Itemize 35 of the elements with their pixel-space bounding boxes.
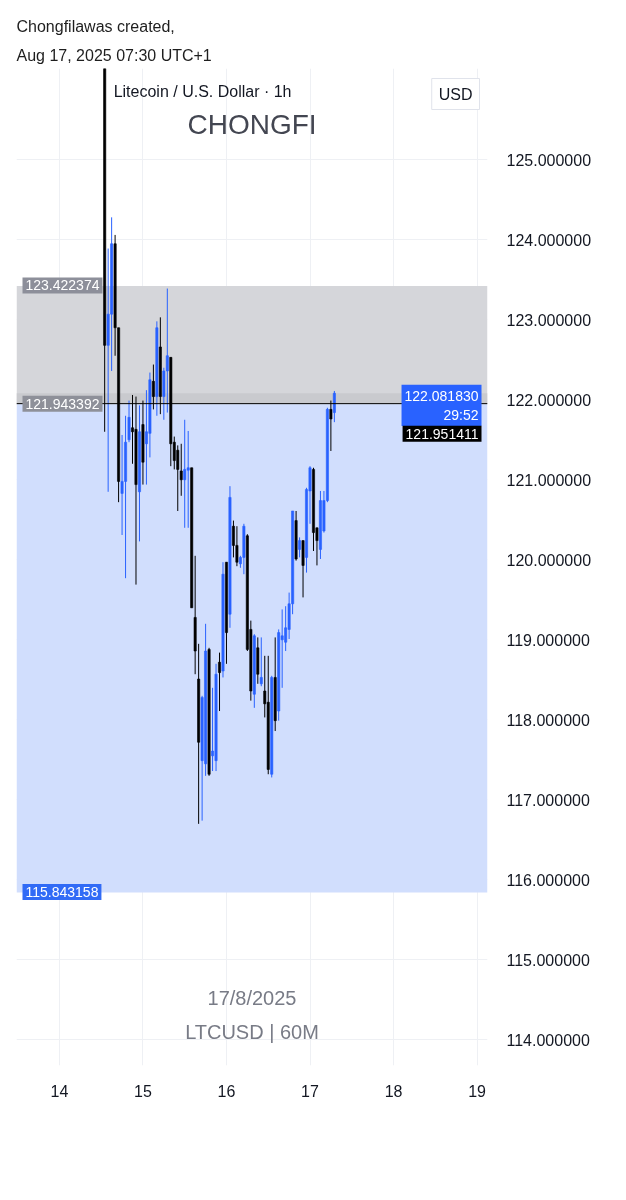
- candlestick: [298, 536, 301, 558]
- band-label: 123.422374: [25, 277, 100, 294]
- y-tick-label: 117.000000: [506, 791, 590, 809]
- x-tick-label: 17: [301, 1082, 319, 1100]
- candlestick: [332, 390, 336, 423]
- annotation: LTCUSD | 60M: [185, 1020, 319, 1043]
- text: 122.081830 29:52: [404, 387, 479, 423]
- x-tick-label: 14: [50, 1082, 69, 1100]
- x-tick-label: 18: [384, 1082, 403, 1100]
- candlestick: [218, 652, 221, 712]
- y-axis-title: USD: [438, 85, 473, 103]
- y-tick-label: 119.000000: [506, 631, 590, 649]
- candlestick: [165, 288, 169, 414]
- y-tick-label: 115.000000: [506, 951, 590, 969]
- y-tick-label: 116.000000: [506, 871, 590, 889]
- y-tick-label: 121.000000: [506, 471, 592, 489]
- x-tick-label: 16: [217, 1082, 236, 1100]
- y-tick-label: 125.000000: [506, 151, 592, 169]
- text: Chongfilawas created,: [16, 17, 175, 35]
- x-tick-label: 15: [134, 1082, 152, 1100]
- y-tick-label: 123.000000: [506, 311, 592, 329]
- text: Aug 17, 2025 07:30 UTC+1: [16, 46, 212, 64]
- y-tick-label: 122.000000: [506, 391, 592, 409]
- annotation: 17/8/2025: [207, 986, 297, 1009]
- y-tick-label: 120.000000: [506, 551, 592, 569]
- band-label: 121.943392: [25, 395, 100, 412]
- ref-line-label: 121.951411: [405, 425, 479, 442]
- annotation: CHONGFI: [187, 108, 317, 140]
- y-tick-label: 118.000000: [506, 711, 590, 729]
- text: Litecoin / U.S. Dollar · 1h: [113, 82, 292, 100]
- band-label: 115.843158: [25, 883, 99, 900]
- y-tick-label: 114.000000: [506, 1031, 590, 1049]
- candlestick: [183, 419, 187, 529]
- x-tick-label: 19: [468, 1082, 487, 1100]
- y-tick-label: 124.000000: [506, 231, 592, 249]
